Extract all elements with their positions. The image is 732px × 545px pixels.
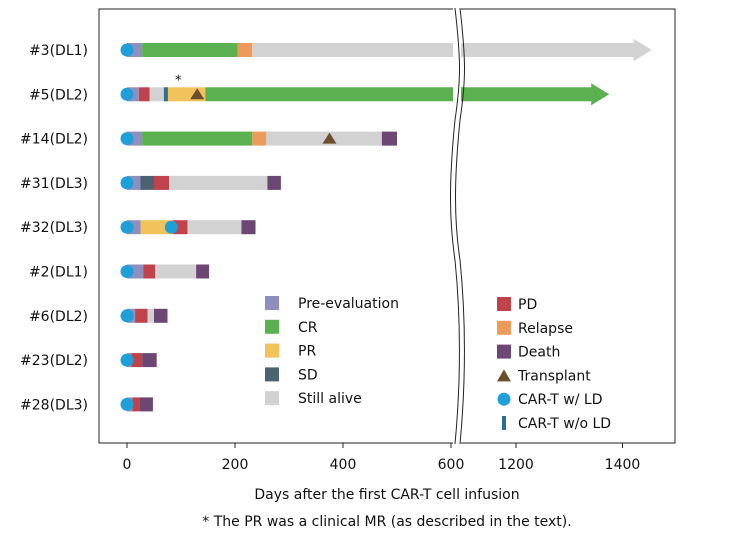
segment-5-dl2-pd [138, 87, 150, 102]
axis-break-line-left [450, 7, 460, 445]
legend-death-swatch [497, 344, 511, 359]
segment-32-dl3-pr [140, 220, 173, 235]
legend-sd-swatch [265, 367, 279, 382]
patient-label-14-dl2: #14(DL2) [20, 132, 88, 148]
segment-6-dl2-death [154, 308, 168, 323]
patient-label-32-dl3: #32(DL3) [20, 220, 88, 236]
legend-pre-evaluation-swatch [265, 296, 279, 310]
segment-32-dl3-death [241, 220, 256, 235]
marker-5-dl2-car-t-w-o-ld-1 [163, 87, 168, 102]
patient-label-6-dl2: #6(DL2) [29, 309, 88, 325]
legend-still-alive-swatch [265, 391, 279, 406]
legend-car-t-w-ld-swatch [497, 392, 511, 406]
x-tick-label-600: 600 [438, 457, 465, 473]
segment-31-dl3-pd [154, 175, 170, 190]
segment-5-dl2-still-alive [149, 87, 164, 102]
legend-sd-label: SD [298, 367, 318, 383]
segment-5-dl2-cr-arrow [205, 83, 610, 106]
legend-pre-evaluation-label: Pre-evaluation [298, 296, 399, 312]
legend-car-t-w-ld-label: CAR-T w/ LD [518, 392, 602, 408]
patient-label-23-dl2: #23(DL2) [20, 353, 88, 369]
x-tick-label-1200: 1200 [498, 457, 534, 473]
patient-row-2-dl1 [120, 264, 210, 279]
segment-3-dl1-still-alive-arrow [252, 39, 652, 61]
legend-still-alive-label: Still alive [298, 391, 362, 407]
legend-car-t-w-o-ld-label: CAR-T w/o LD [518, 416, 611, 432]
legend-car-t-w-o-ld-swatch [502, 416, 506, 430]
patient-label-3-dl1: #3(DL1) [29, 43, 88, 59]
marker-28-dl3-car-t-w-ld-0 [120, 397, 134, 411]
marker-23-dl2-car-t-w-ld-0 [120, 353, 134, 367]
segment-31-dl3-still-alive [169, 175, 268, 190]
legend-pd-label: PD [518, 297, 537, 313]
x-tick-label-0: 0 [123, 457, 132, 473]
segment-3-dl1-cr [142, 43, 238, 57]
segment-31-dl3-death [267, 175, 281, 190]
marker-5-dl2-car-t-w-ld-0 [120, 87, 134, 101]
patient-row-14-dl2 [120, 131, 397, 146]
legend: Pre-evaluation CR PR SD Still alive PD Relapse… [265, 296, 611, 432]
axis-break-line-right [455, 7, 465, 445]
bars-layer: * [120, 39, 652, 412]
segment-31-dl3-sd [140, 175, 154, 190]
footnote: * The PR was a clinical MR (as described… [202, 514, 571, 530]
legend-death-label: Death [518, 345, 560, 361]
patient-label-28-dl3: #28(DL3) [20, 397, 88, 413]
x-axis-ticks: 0 200 400 600 1200 1400 [123, 443, 641, 473]
segment-28-dl3-pd [132, 397, 140, 412]
segment-28-dl3-death [139, 397, 153, 412]
segment-23-dl2-pd [131, 353, 143, 368]
marker-6-dl2-car-t-w-ld-0 [120, 309, 134, 323]
legend-cr-swatch [265, 319, 279, 334]
segment-6-dl2-still-alive [147, 308, 154, 323]
patient-row-5-dl2: * [120, 73, 610, 106]
segment-2-dl1-pd [143, 264, 156, 279]
legend-pd-swatch [497, 297, 511, 311]
patient-row-31-dl3 [120, 175, 281, 190]
x-tick-label-1400: 1400 [605, 457, 641, 473]
patient-row-28-dl3 [120, 397, 153, 412]
marker-5-dl2-transplant-2 [190, 88, 205, 100]
patient-label-5-dl2: #5(DL2) [29, 87, 88, 103]
marker-32-dl3-car-t-w-ld-1 [164, 220, 178, 234]
patient-row-32-dl3 [120, 220, 256, 235]
legend-transplant-label: Transplant [517, 368, 591, 384]
marker-3-dl1-car-t-w-ld-0 [120, 43, 134, 57]
patient-label-31-dl3: #31(DL3) [20, 176, 88, 192]
segment-14-dl2-relapse [252, 131, 267, 146]
legend-pr-label: PR [298, 344, 316, 360]
segment-14-dl2-still-alive [266, 131, 382, 146]
x-axis-title: Days after the first CAR-T cell infusion [254, 487, 519, 503]
marker-2-dl1-car-t-w-ld-0 [120, 265, 134, 278]
patient-row-3-dl1 [120, 39, 652, 61]
legend-relapse-label: Relapse [518, 321, 573, 337]
segment-14-dl2-cr [142, 131, 253, 146]
segment-6-dl2-pd [135, 308, 148, 323]
annotation-5-dl2: * [175, 73, 182, 88]
segment-3-dl1-relapse [237, 43, 253, 57]
segment-32-dl3-still-alive [187, 220, 242, 235]
marker-31-dl3-car-t-w-ld-0 [120, 176, 134, 190]
marker-32-dl3-car-t-w-ld-0 [120, 220, 134, 234]
marker-14-dl2-transplant-1 [322, 132, 337, 144]
x-tick-label-400: 400 [330, 457, 357, 473]
legend-cr-label: CR [298, 320, 318, 336]
patient-row-23-dl2 [120, 353, 157, 368]
segment-2-dl1-still-alive [155, 264, 197, 279]
segment-14-dl2-death [381, 131, 397, 146]
x-tick-label-200: 200 [222, 457, 249, 473]
patient-row-6-dl2 [120, 308, 168, 323]
segment-2-dl1-death [196, 264, 210, 279]
patient-label-2-dl1: #2(DL1) [29, 265, 88, 281]
patient-labels: #3(DL1) #5(DL2) #14(DL2) #31(DL3) #32(DL3) #2… [20, 43, 88, 413]
legend-transplant-swatch [497, 369, 511, 382]
legend-relapse-swatch [497, 320, 511, 335]
marker-14-dl2-car-t-w-ld-0 [120, 132, 134, 146]
axes-frame [98, 4, 676, 448]
segment-23-dl2-death [142, 353, 157, 368]
legend-pr-swatch [265, 343, 279, 358]
